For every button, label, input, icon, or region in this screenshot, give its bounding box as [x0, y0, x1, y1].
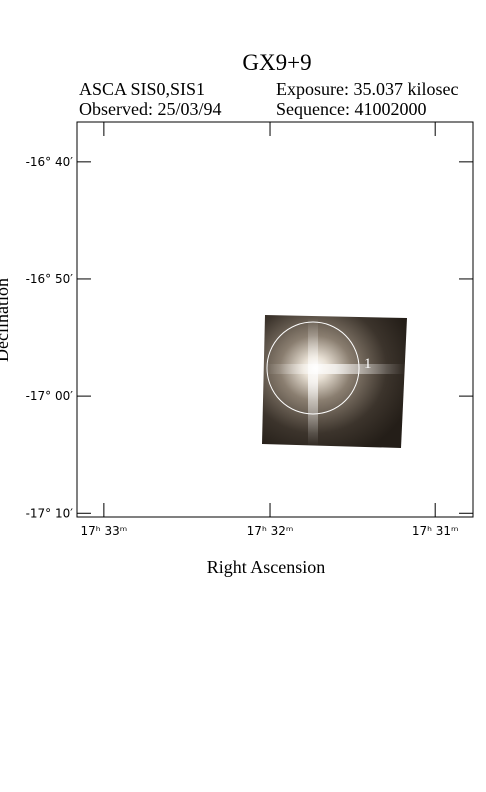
y-tick-label: -16° 40′: [26, 155, 74, 169]
image: [262, 315, 407, 448]
x-tick-label: 17ʰ 33ᵐ: [81, 524, 128, 538]
spike: [265, 364, 405, 374]
chart-title: GX9+9: [242, 50, 311, 75]
instrument: ASCA SIS0,SIS1: [79, 79, 205, 99]
sequence: Sequence: 41002000: [276, 99, 426, 119]
region: [266, 321, 360, 415]
y-tick-label: -17° 00′: [26, 389, 74, 403]
y-axis-label: Declination: [0, 278, 12, 362]
plot-frame: [76, 121, 474, 518]
y-tick-label: -16° 50′: [26, 272, 74, 286]
region-label: 1: [364, 356, 372, 372]
observed: Observed: 25/03/94: [79, 99, 221, 119]
spike: [308, 318, 318, 446]
y-tick-label: -17° 10′: [26, 506, 74, 520]
x-axis-label: Right Ascension: [207, 557, 326, 577]
exposure: Exposure: 35.037 kilosec: [276, 79, 458, 99]
x-tick-label: 17ʰ 31ᵐ: [412, 524, 459, 538]
x-tick-label: 17ʰ 32ᵐ: [247, 524, 294, 538]
